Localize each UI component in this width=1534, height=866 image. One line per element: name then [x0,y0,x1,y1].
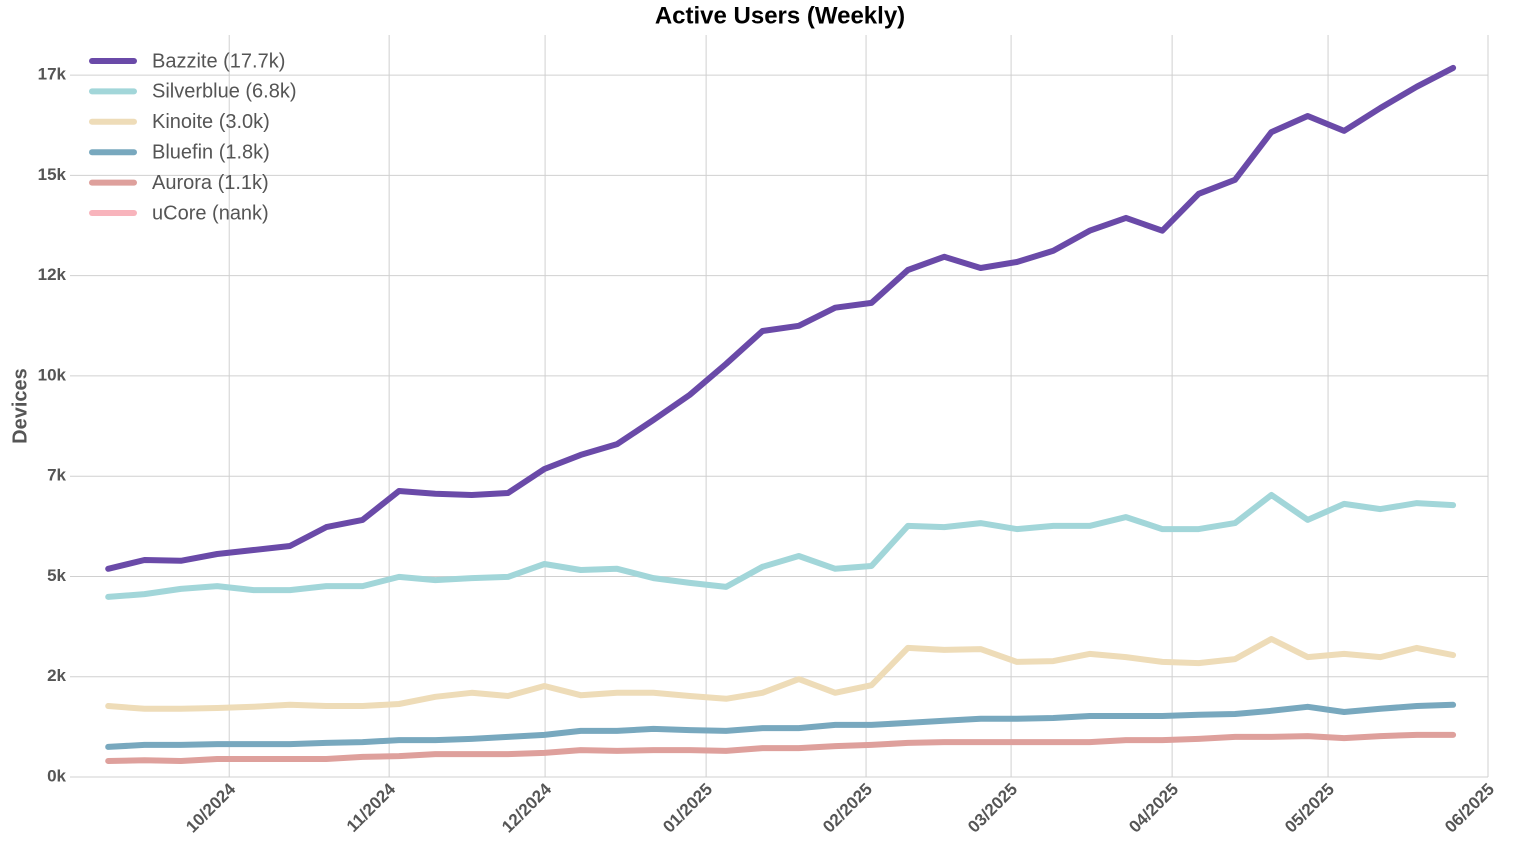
legend-label: Aurora (1.1k) [152,172,269,194]
x-tick-label: 01/2025 [659,780,716,837]
x-tick-label: 02/2025 [819,780,876,837]
y-axis-label: Devices [9,368,31,444]
x-tick-label: 10/2024 [182,779,239,836]
y-tick-label: 15k [38,165,67,184]
x-tick-label: 05/2025 [1281,780,1338,837]
series-line [105,731,1457,764]
legend-label: Kinoite (3.0k) [152,111,270,133]
x-tick-label: 03/2025 [964,780,1021,837]
series-line [105,64,1457,572]
y-tick-label: 0k [47,766,66,785]
y-tick-label: 5k [47,566,66,585]
x-tick-label: 12/2024 [498,779,555,836]
legend-label: Bazzite (17.7k) [152,50,285,72]
grid [70,35,1489,778]
legend-label: Bluefin (1.8k) [152,141,270,163]
legend-label: Silverblue (6.8k) [152,81,297,103]
x-tick-label: 06/2025 [1441,780,1498,837]
chart-title: Active Users (Weekly) [655,2,905,29]
y-tick-label: 10k [38,365,67,384]
series-line [105,701,1457,750]
x-tick-label: 11/2024 [343,779,400,836]
y-tick-label: 17k [38,65,67,84]
x-tick-label: 04/2025 [1125,780,1182,837]
series-line [105,492,1457,600]
y-tick-label: 2k [47,666,66,685]
series-line [105,636,1457,712]
y-tick-label: 12k [38,265,67,284]
y-tick-label: 7k [47,466,66,485]
legend-label: uCore (nank) [152,202,269,224]
